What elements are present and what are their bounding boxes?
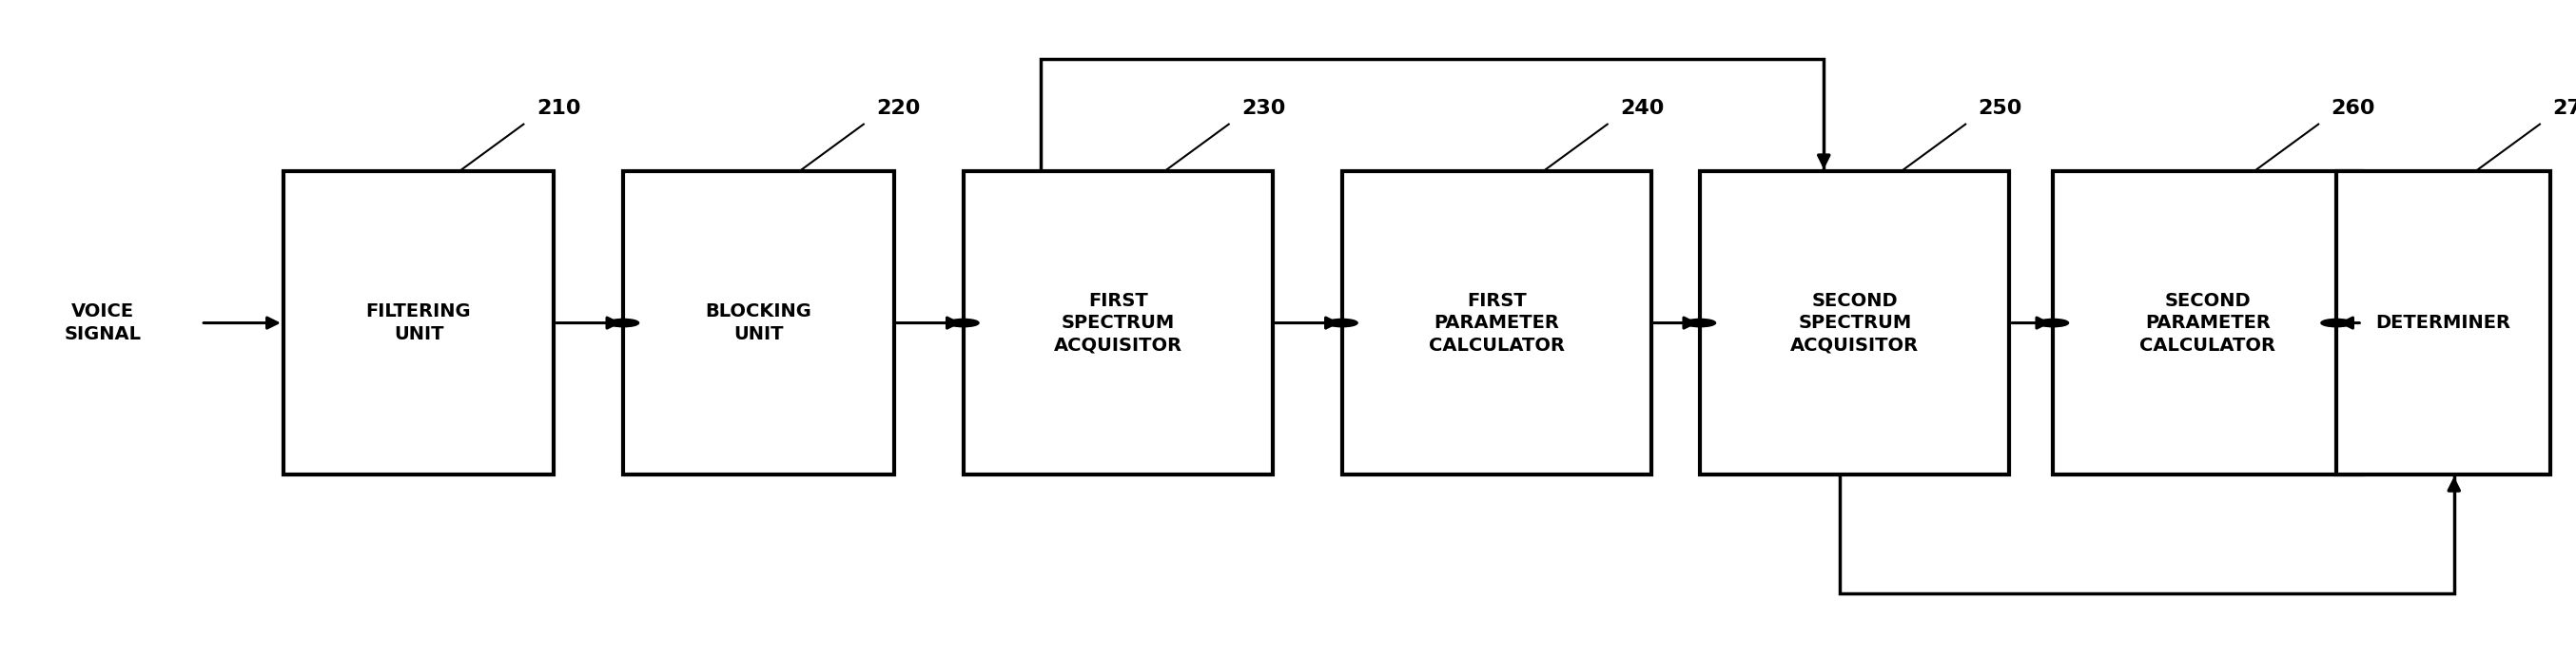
Text: SECOND
PARAMETER
CALCULATOR: SECOND PARAMETER CALCULATOR xyxy=(2141,291,2275,355)
Bar xyxy=(283,171,554,474)
Text: SECOND
SPECTRUM
ACQUISITOR: SECOND SPECTRUM ACQUISITOR xyxy=(1790,291,1919,355)
Bar xyxy=(963,171,1273,474)
Text: 210: 210 xyxy=(536,99,580,118)
Bar xyxy=(1700,171,2009,474)
Circle shape xyxy=(2321,319,2352,327)
Text: 270: 270 xyxy=(2553,99,2576,118)
Text: FILTERING
UNIT: FILTERING UNIT xyxy=(366,302,471,343)
Bar xyxy=(2053,171,2362,474)
Text: DETERMINER: DETERMINER xyxy=(2375,314,2512,332)
Bar xyxy=(1342,171,1651,474)
Bar xyxy=(2336,171,2550,474)
Circle shape xyxy=(1685,319,1716,327)
Circle shape xyxy=(608,319,639,327)
Text: FIRST
SPECTRUM
ACQUISITOR: FIRST SPECTRUM ACQUISITOR xyxy=(1054,291,1182,355)
Bar xyxy=(623,171,894,474)
Circle shape xyxy=(2038,319,2069,327)
Circle shape xyxy=(948,319,979,327)
Text: 260: 260 xyxy=(2331,99,2375,118)
Text: VOICE
SIGNAL: VOICE SIGNAL xyxy=(64,302,142,343)
Text: BLOCKING
UNIT: BLOCKING UNIT xyxy=(706,302,811,343)
Text: 220: 220 xyxy=(876,99,920,118)
Text: 250: 250 xyxy=(1978,99,2022,118)
Text: 230: 230 xyxy=(1242,99,1285,118)
Text: 240: 240 xyxy=(1620,99,1664,118)
Circle shape xyxy=(1327,319,1358,327)
Text: FIRST
PARAMETER
CALCULATOR: FIRST PARAMETER CALCULATOR xyxy=(1430,291,1564,355)
